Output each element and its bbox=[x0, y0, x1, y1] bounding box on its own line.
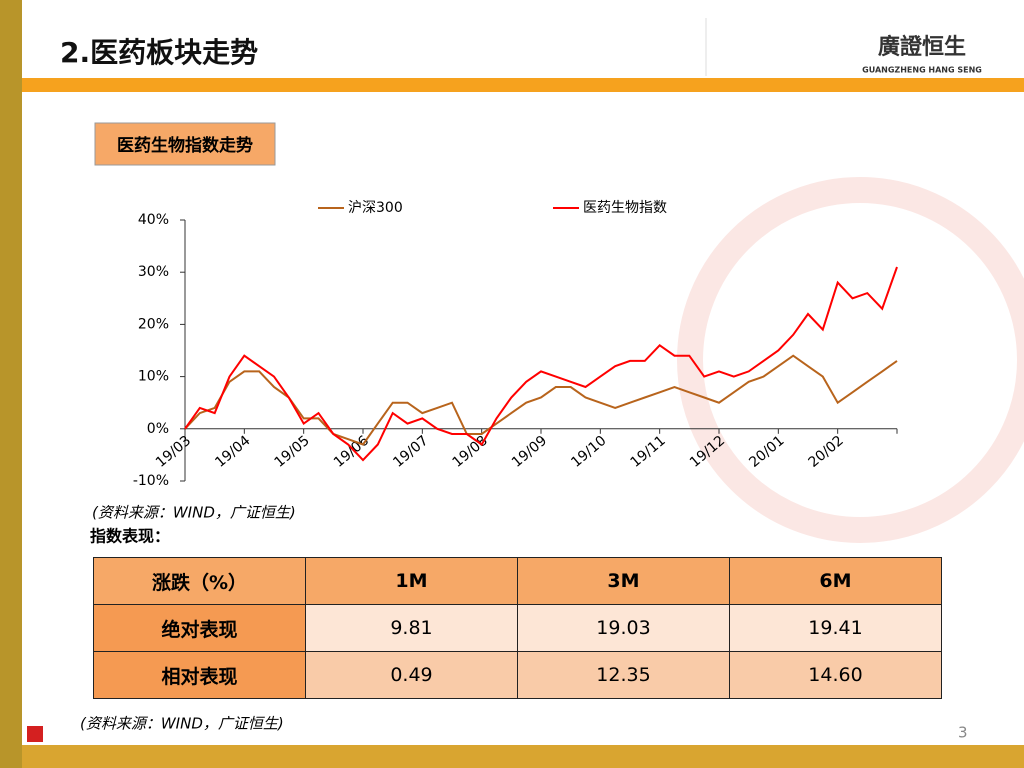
table-cell: 9.81 bbox=[305, 604, 518, 652]
x-tick-label: 19/11 bbox=[628, 433, 669, 471]
table-cell: 14.60 bbox=[729, 651, 942, 699]
table-cell: 3M bbox=[517, 557, 730, 605]
x-tick-label: 19/07 bbox=[390, 433, 431, 471]
left-strip bbox=[0, 0, 22, 768]
x-tick-label: 19/03 bbox=[153, 433, 194, 471]
table-row: 绝对表现 9.81 19.03 19.41 bbox=[93, 604, 942, 652]
footer-bar bbox=[22, 745, 1024, 768]
table-cell: 19.41 bbox=[729, 604, 942, 652]
header-bar bbox=[22, 78, 1024, 92]
y-tick-label: 20% bbox=[138, 316, 169, 332]
logo: 廣證恒生 bbox=[878, 34, 966, 60]
y-tick-label: 0% bbox=[147, 421, 169, 437]
page-number: 3 bbox=[958, 724, 968, 742]
y-tick-label: 30% bbox=[138, 264, 169, 280]
table-cell: 0.49 bbox=[305, 651, 518, 699]
table-cell: 19.03 bbox=[517, 604, 730, 652]
slide-title: 2.医药板块走势 bbox=[60, 36, 258, 69]
table-row: 涨跌（%） 1M 3M 6M bbox=[93, 557, 942, 605]
line-series bbox=[184, 354, 898, 446]
logo-sub: GUANGZHENG HANG SENG bbox=[862, 66, 982, 75]
table-title: 指数表现： bbox=[90, 527, 170, 546]
x-tick-label: 20/01 bbox=[746, 433, 787, 471]
chart: -10% 0% 10% 20% 30% 40% 19/03 19/04 19/05 19/06 19… bbox=[133, 200, 898, 489]
table-cell: 绝对表现 bbox=[93, 604, 306, 652]
x-tick-label: 19/04 bbox=[212, 433, 253, 471]
y-tick-label: 10% bbox=[138, 369, 169, 385]
watermark bbox=[677, 177, 1024, 543]
y-tick-label: 40% bbox=[138, 212, 169, 228]
x-tick-label: 20/02 bbox=[806, 433, 847, 471]
x-tick-label: 19/10 bbox=[568, 433, 609, 471]
source-note: (资料来源：WIND，广证恒生) bbox=[92, 504, 296, 522]
section-box bbox=[94, 122, 276, 166]
table-cell: 6M bbox=[729, 557, 942, 605]
source-note: (资料来源：WIND，广证恒生) bbox=[80, 715, 284, 733]
table-cell: 1M bbox=[305, 557, 518, 605]
x-tick-label: 19/05 bbox=[272, 433, 313, 471]
x-tick-label: 19/09 bbox=[509, 433, 550, 471]
section-label: 医药生物指数走势 bbox=[117, 135, 253, 156]
table-cell: 相对表现 bbox=[93, 651, 306, 699]
line-series bbox=[184, 266, 898, 462]
footer-square bbox=[27, 726, 43, 742]
y-tick-label: -10% bbox=[133, 473, 169, 489]
table-cell: 12.35 bbox=[517, 651, 730, 699]
x-tick-label: 19/06 bbox=[331, 433, 372, 471]
table-cell: 涨跌（%） bbox=[93, 557, 306, 605]
table: 涨跌（%） 1M 3M 6M 绝对表现 9.81 19.03 19.41 相对表现 0.49 12.… bbox=[93, 557, 942, 699]
table-row: 相对表现 0.49 12.35 14.60 bbox=[93, 651, 942, 699]
legend-label: 沪深300 bbox=[348, 200, 403, 216]
legend-label: 医药生物指数 bbox=[583, 200, 667, 216]
